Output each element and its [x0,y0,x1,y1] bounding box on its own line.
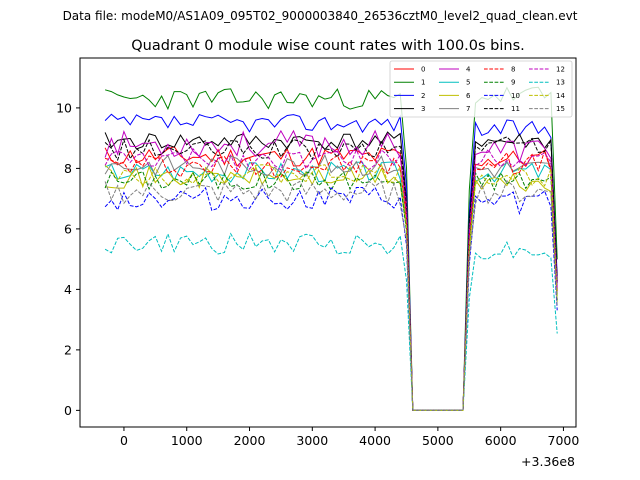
series-line-11 [104,136,558,411]
legend-item-7: 7 [439,105,470,113]
plot-area [104,86,558,411]
series-line-15 [104,179,558,411]
y-tick-label: 10 [56,100,72,115]
legend-item-1: 1 [394,79,425,87]
legend-item-6: 6 [439,92,471,100]
legend-label-6: 6 [466,92,471,100]
legend-item-10: 10 [484,92,520,100]
legend-item-3: 3 [394,105,425,113]
legend-label-5: 5 [466,79,470,87]
legend-label-7: 7 [466,105,470,113]
legend-box [389,60,573,118]
series-line-6 [105,165,558,411]
series-line-12 [104,147,558,411]
legend-item-2: 2 [394,92,425,100]
legend-item-9: 9 [484,79,515,87]
legend-item-0: 0 [394,66,425,74]
series-line-13 [104,232,558,411]
legend-label-14: 14 [556,92,565,100]
y-tick-label: 8 [64,161,72,176]
figure-suptitle: Data file: modeM0/AS1A09_095T02_90000038… [63,9,578,23]
x-offset-label: +3.36e8 [521,454,575,469]
legend-label-2: 2 [421,92,425,100]
legend-label-15: 15 [556,105,565,113]
axes-frame [79,57,577,428]
legend-label-10: 10 [511,92,520,100]
legend-label-12: 12 [556,66,565,74]
series-line-14 [104,163,558,411]
x-tick-label: 3000 [296,433,328,448]
legend-item-4: 4 [439,66,471,74]
y-tick-label: 6 [64,221,72,236]
x-tick-label: 6000 [485,433,517,448]
x-tick-label: 5000 [422,433,454,448]
y-tick-label: 2 [64,342,72,357]
x-tick-label: 7000 [548,433,580,448]
series-line-7 [104,153,558,411]
legend-label-3: 3 [421,105,425,113]
legend-item-8: 8 [484,66,515,74]
series-line-10 [104,186,558,411]
series-line-2 [104,113,558,411]
legend-item-13: 13 [529,79,565,87]
legend-item-15: 15 [529,105,565,113]
legend-item-12: 12 [529,66,565,74]
x-tick-label: 1000 [171,433,203,448]
legend-item-14: 14 [529,92,565,100]
x-tick-label: 4000 [359,433,391,448]
y-tick-label: 4 [64,282,72,297]
series-line-3 [104,131,558,411]
chart-title: Quadrant 0 module wise count rates with … [131,38,525,54]
legend-label-0: 0 [421,66,425,74]
x-tick-label: 0 [120,433,128,448]
legend-item-5: 5 [439,79,470,87]
legend-label-9: 9 [511,79,515,87]
legend-label-1: 1 [421,79,425,87]
legend-label-4: 4 [466,66,471,74]
legend-label-13: 13 [556,79,565,87]
legend-item-11: 11 [484,105,520,113]
x-tick-label: 2000 [234,433,266,448]
y-tick-label: 0 [64,403,72,418]
legend-label-11: 11 [511,105,520,113]
legend-label-8: 8 [511,66,515,74]
